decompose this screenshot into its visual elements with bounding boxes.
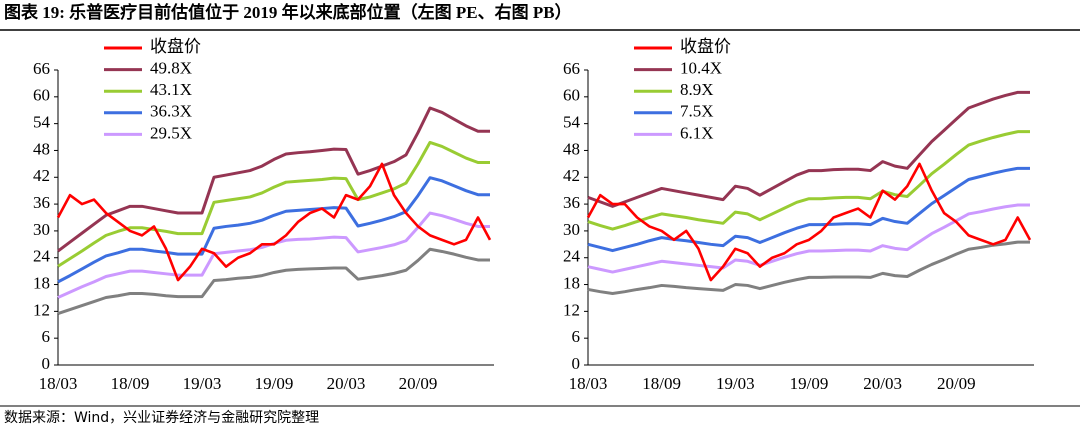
y-tick-label: 48 [33, 139, 50, 158]
x-tick-label: 19/09 [790, 374, 829, 393]
y-tick-label: 18 [563, 273, 580, 292]
legend-label: 36.3X [150, 102, 192, 121]
source-note: 数据来源：Wind，兴业证券经济与金融研究院整理 [4, 410, 319, 426]
series-line [56, 162, 492, 282]
y-tick-label: 18 [33, 273, 50, 292]
y-tick-label: 30 [33, 220, 50, 239]
legend-label: 49.8X [150, 59, 192, 78]
x-tick-label: 20/09 [399, 374, 438, 393]
x-tick-label: 19/03 [183, 374, 222, 393]
y-tick-label: 36 [563, 193, 580, 212]
y-tick-label: 12 [33, 300, 50, 319]
y-tick-label: 6 [42, 327, 51, 346]
series-line [587, 166, 1030, 253]
y-tick-label: 60 [33, 86, 50, 105]
y-tick-label: 66 [563, 59, 580, 78]
y-tick-label: 54 [33, 113, 51, 132]
y-tick-label: 48 [563, 139, 580, 158]
x-tick-label: 20/03 [327, 374, 366, 393]
series-line [57, 106, 490, 253]
x-tick-label: 20/03 [863, 374, 902, 393]
legend-label: 收盘价 [680, 37, 731, 56]
legend-label: 收盘价 [150, 37, 201, 56]
y-tick-label: 30 [563, 220, 580, 239]
y-tick-label: 36 [33, 193, 50, 212]
x-tick-label: 18/09 [111, 374, 150, 393]
y-tick-label: 12 [563, 300, 580, 319]
y-tick-label: 0 [42, 354, 51, 373]
legend-label: 10.4X [680, 59, 722, 78]
legend-label: 8.9X [680, 80, 714, 99]
y-tick-label: 24 [563, 247, 581, 266]
series-line [587, 90, 1030, 208]
legend-label: 43.1X [150, 80, 192, 99]
y-tick-label: 42 [563, 166, 580, 185]
legend-label: 7.5X [680, 102, 714, 121]
y-tick-label: 0 [572, 354, 581, 373]
series-line [587, 130, 1030, 231]
x-tick-label: 19/09 [255, 374, 294, 393]
series-line [586, 162, 1032, 282]
y-tick-label: 6 [572, 327, 581, 346]
y-tick-label: 24 [33, 247, 51, 266]
y-tick-label: 54 [563, 113, 581, 132]
legend-label: 6.1X [680, 123, 714, 142]
y-tick-label: 60 [563, 86, 580, 105]
series-line [57, 176, 490, 284]
figure-title: 图表 19: 乐普医疗目前估值位于 2019 年以来底部位置（左图 PE、右图 … [4, 2, 572, 22]
series-line [587, 240, 1030, 295]
series-line [57, 247, 490, 316]
y-tick-label: 66 [33, 59, 50, 78]
x-tick-label: 18/09 [642, 374, 681, 393]
series-line [57, 140, 490, 268]
x-tick-label: 19/03 [716, 374, 755, 393]
x-tick-label: 18/03 [569, 374, 608, 393]
y-tick-label: 42 [33, 166, 50, 185]
x-tick-label: 20/09 [937, 374, 976, 393]
legend-label: 29.5X [150, 123, 192, 142]
x-tick-label: 18/03 [39, 374, 78, 393]
